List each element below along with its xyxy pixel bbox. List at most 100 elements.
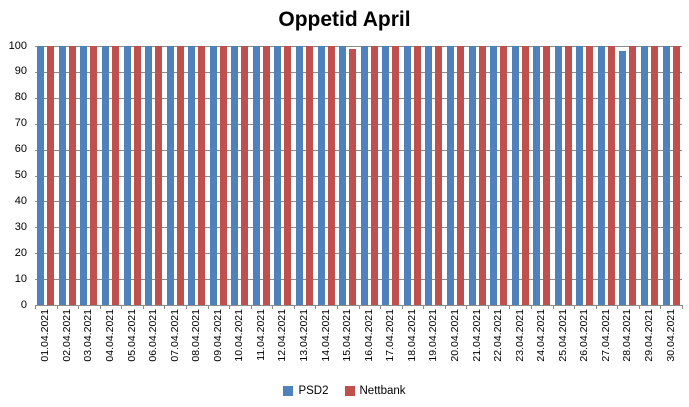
x-label-cell: 24.04.2021 — [531, 309, 553, 362]
bar-psd2 — [209, 46, 217, 305]
category-tick — [638, 305, 640, 309]
bar-group — [445, 46, 467, 305]
category-tick — [336, 305, 338, 309]
bar-psd2 — [252, 46, 260, 305]
category-tick — [293, 305, 295, 309]
category-tick — [682, 305, 683, 309]
bar-nettbank — [111, 46, 119, 305]
x-axis-label: 10.04.2021 — [233, 309, 246, 362]
category-tick — [660, 305, 662, 309]
category-tick — [78, 305, 80, 309]
bar-group — [35, 46, 57, 305]
bar-nettbank — [543, 46, 551, 305]
gridline — [35, 149, 682, 151]
x-label-cell: 05.04.2021 — [121, 309, 143, 362]
y-axis-label: 60 — [14, 143, 27, 156]
category-tick — [250, 305, 252, 309]
bar-nettbank — [133, 46, 141, 305]
x-axis-label: 20.04.2021 — [448, 309, 461, 362]
category-tick — [99, 305, 101, 309]
bar-nettbank — [456, 46, 464, 305]
bar-psd2 — [317, 46, 325, 305]
bar-psd2 — [554, 46, 562, 305]
x-label-cell: 21.04.2021 — [466, 309, 488, 362]
category-tick — [229, 305, 231, 309]
bar-nettbank — [176, 46, 184, 305]
bar-psd2 — [80, 46, 88, 305]
x-axis-label: 03.04.2021 — [82, 309, 95, 362]
bar-nettbank — [284, 46, 292, 305]
bar-group — [100, 46, 122, 305]
bar-nettbank — [392, 46, 400, 305]
bar-group — [596, 46, 618, 305]
x-axis-labels: 01.04.2021 02.04.2021 03.04.2021 04.04.2021… — [35, 309, 682, 362]
bar-psd2 — [403, 46, 411, 305]
x-label-cell: 30.04.2021 — [660, 309, 682, 362]
x-label-cell: 15.04.2021 — [337, 309, 359, 362]
bar-nettbank — [500, 46, 508, 305]
x-label-cell: 04.04.2021 — [100, 309, 122, 362]
bar-nettbank — [198, 46, 206, 305]
bar-psd2 — [188, 46, 196, 305]
bar-group — [294, 46, 316, 305]
x-label-cell: 19.04.2021 — [423, 309, 445, 362]
bar-psd2 — [101, 46, 109, 305]
bar-nettbank — [629, 46, 637, 305]
y-axis-label: 70 — [14, 117, 27, 130]
x-label-cell: 26.04.2021 — [574, 309, 596, 362]
category-tick — [315, 305, 317, 309]
x-label-cell: 11.04.2021 — [251, 309, 273, 361]
bar-nettbank — [349, 48, 357, 305]
bar-psd2 — [619, 51, 627, 305]
bar-nettbank — [155, 46, 163, 305]
bar-psd2 — [533, 46, 541, 305]
x-axis-label: 19.04.2021 — [427, 309, 440, 362]
x-axis-label: 11.04.2021 — [254, 309, 267, 361]
gridline — [35, 279, 682, 281]
category-tick — [358, 305, 360, 309]
bar-nettbank — [672, 46, 680, 305]
category-tick — [574, 305, 576, 309]
x-label-cell: 06.04.2021 — [143, 309, 165, 362]
bar-nettbank — [370, 46, 378, 305]
bar-group — [380, 46, 402, 305]
bar-group — [164, 46, 186, 305]
x-label-cell: 01.04.2021 — [35, 309, 57, 362]
bar-group — [660, 46, 682, 305]
bar-nettbank — [90, 46, 98, 305]
category-tick — [56, 305, 58, 309]
x-label-cell: 13.04.2021 — [294, 309, 316, 362]
bar-psd2 — [296, 46, 304, 305]
bar-psd2 — [597, 46, 605, 305]
x-axis-label: 02.04.2021 — [60, 309, 73, 362]
y-axis-label: 30 — [14, 220, 27, 233]
bar-psd2 — [339, 46, 347, 305]
bars-layer — [35, 46, 682, 305]
legend-label-psd2: PSD2 — [298, 385, 329, 397]
bar-group — [272, 46, 294, 305]
x-label-cell: 07.04.2021 — [164, 309, 186, 362]
legend-item-psd2: PSD2 — [283, 385, 329, 397]
bar-group — [574, 46, 596, 305]
x-label-cell: 20.04.2021 — [445, 309, 467, 362]
category-tick — [444, 305, 446, 309]
bar-psd2 — [425, 46, 433, 305]
category-tick — [272, 305, 274, 309]
y-axis-label: 20 — [14, 246, 27, 259]
legend-swatch-psd2 — [283, 386, 294, 396]
bar-group — [229, 46, 251, 305]
y-axis-label: 100 — [8, 39, 27, 52]
bar-psd2 — [662, 46, 670, 305]
x-axis-label: 24.04.2021 — [535, 309, 548, 362]
x-axis-label: 30.04.2021 — [664, 309, 677, 362]
category-tick — [142, 305, 144, 309]
bar-psd2 — [641, 46, 649, 305]
bar-group — [78, 46, 100, 305]
gridline — [35, 123, 682, 125]
bar-nettbank — [651, 46, 659, 305]
bar-group — [617, 46, 639, 305]
x-label-cell: 23.04.2021 — [509, 309, 531, 362]
bar-psd2 — [360, 46, 368, 305]
bar-group — [315, 46, 337, 305]
category-tick — [380, 305, 382, 309]
